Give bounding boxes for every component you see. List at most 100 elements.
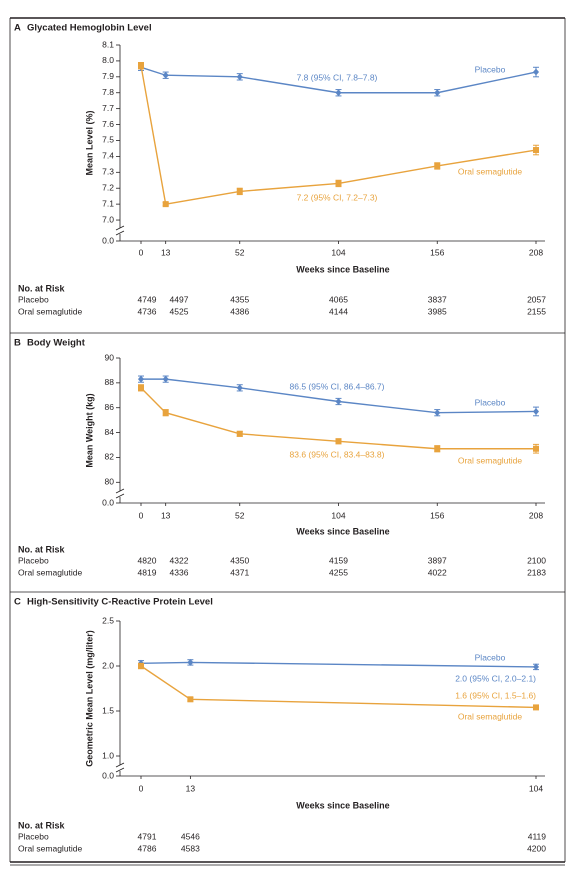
point [236, 188, 243, 195]
y-tick-label: 7.6 [102, 119, 114, 129]
point [335, 398, 342, 406]
axis-break [115, 225, 125, 231]
risk-value: 4791 [138, 831, 157, 841]
x-tick-label: 0 [139, 783, 144, 793]
y-tick-label: 7.3 [102, 167, 114, 177]
y-tick-label: 7.0 [102, 214, 114, 224]
risk-title: No. at Risk [18, 820, 66, 830]
series-line [140, 387, 536, 450]
y-tick-label: 7.1 [102, 198, 114, 208]
risk-value: 4336 [170, 567, 189, 577]
point [236, 384, 243, 392]
risk-value: 4200 [527, 843, 546, 853]
panel-letter: C [14, 597, 21, 608]
x-axis-label: Weeks since Baseline [296, 264, 389, 274]
series-label: Oral semaglutide [458, 455, 523, 465]
y-tick-label: 0.0 [102, 497, 114, 507]
point [434, 89, 441, 97]
axis-break [115, 493, 125, 499]
y-tick-label: 7.7 [102, 103, 114, 113]
risk-value: 3985 [428, 306, 447, 316]
x-tick-label: 52 [235, 510, 245, 520]
annotation: 83.6 (95% CI, 83.4–83.8) [290, 449, 385, 459]
x-axis-label: Weeks since Baseline [296, 800, 389, 810]
x-tick-label: 0 [139, 510, 144, 520]
risk-value: 4546 [181, 831, 200, 841]
point [162, 71, 169, 79]
risk-value: 2183 [527, 567, 546, 577]
y-tick-label: 7.8 [102, 87, 114, 97]
y-tick-label: 7.5 [102, 135, 114, 145]
annotation: 86.5 (95% CI, 86.4–86.7) [290, 381, 385, 391]
point [187, 658, 194, 666]
series-line [140, 665, 537, 709]
risk-value: 2100 [527, 555, 546, 565]
series-label: Oral semaglutide [458, 166, 523, 176]
risk-value: 4820 [138, 555, 157, 565]
risk-value: 4386 [230, 306, 249, 316]
point [533, 68, 539, 76]
risk-value: 4497 [170, 294, 189, 304]
y-tick-label: 88 [105, 377, 115, 387]
y-tick-label: 82 [105, 452, 115, 462]
point [533, 663, 539, 671]
risk-value: 4355 [230, 294, 249, 304]
x-tick-label: 104 [331, 247, 345, 257]
risk-row-label: Oral semaglutide [18, 306, 83, 316]
risk-value: 2155 [527, 306, 546, 316]
axis-break [115, 488, 125, 494]
point [335, 89, 342, 97]
risk-value: 4583 [181, 843, 200, 853]
x-tick-label: 52 [235, 247, 245, 257]
panel-title: Body Weight [27, 338, 86, 349]
series-label: Oral semaglutide [458, 711, 523, 721]
risk-value: 4736 [138, 306, 157, 316]
point [533, 445, 539, 452]
risk-value: 2057 [527, 294, 546, 304]
point [187, 696, 194, 703]
point [162, 375, 169, 383]
point [533, 704, 539, 711]
risk-row-label: Placebo [18, 831, 49, 841]
risk-row-label: Oral semaglutide [18, 843, 83, 853]
y-tick-label: 86 [105, 402, 115, 412]
x-tick-label: 104 [331, 510, 345, 520]
y-axis-label: Mean Level (%) [84, 110, 94, 175]
y-tick-label: 7.4 [102, 151, 114, 161]
y-tick-label: 1.0 [102, 750, 114, 760]
axis-break [115, 762, 125, 768]
axis-break [115, 767, 125, 773]
annotation: 2.0 (95% CI, 2.0–2.1) [455, 673, 536, 683]
x-tick-label: 104 [529, 783, 543, 793]
y-tick-label: 7.2 [102, 182, 114, 192]
series-label: Placebo [475, 64, 506, 74]
point [434, 409, 441, 417]
point [162, 409, 169, 416]
annotation: 1.6 (95% CI, 1.5–1.6) [455, 690, 536, 700]
risk-value: 4350 [230, 555, 249, 565]
risk-value: 4255 [329, 567, 348, 577]
risk-value: 4322 [170, 555, 189, 565]
series-line [141, 378, 537, 414]
x-tick-label: 156 [430, 247, 444, 257]
panel-letter: A [14, 23, 21, 34]
risk-value: 4819 [138, 567, 157, 577]
y-tick-label: 8.0 [102, 55, 114, 65]
risk-row-label: Placebo [18, 555, 49, 565]
risk-value: 4371 [230, 567, 249, 577]
point [335, 438, 342, 445]
point [335, 180, 342, 187]
risk-value: 4159 [329, 555, 348, 565]
risk-value: 4022 [428, 567, 447, 577]
x-tick-label: 13 [161, 510, 171, 520]
point [138, 375, 144, 383]
series-label: Placebo [475, 397, 506, 407]
y-axis-label: Geometric Mean Level (mg/liter) [84, 630, 94, 767]
y-tick-label: 0.0 [102, 770, 114, 780]
y-tick-label: 7.9 [102, 71, 114, 81]
risk-value: 4065 [329, 294, 348, 304]
y-tick-label: 1.5 [102, 705, 114, 715]
x-tick-label: 0 [139, 247, 144, 257]
risk-row-label: Placebo [18, 294, 49, 304]
risk-value: 4119 [528, 831, 547, 841]
